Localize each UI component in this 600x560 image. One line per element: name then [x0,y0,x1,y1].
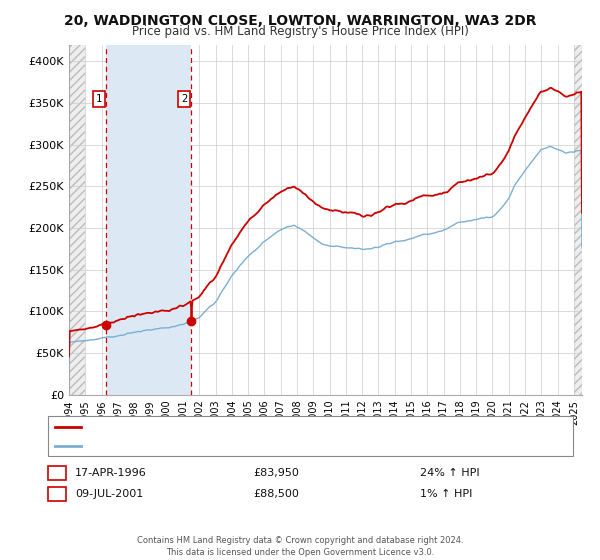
Text: 20, WADDINGTON CLOSE, LOWTON, WARRINGTON, WA3 2DR: 20, WADDINGTON CLOSE, LOWTON, WARRINGTON… [64,14,536,28]
Text: 1% ↑ HPI: 1% ↑ HPI [420,489,472,499]
Bar [106,45,191,395]
Text: 09-JUL-2001: 09-JUL-2001 [75,489,143,499]
Text: 24% ↑ HPI: 24% ↑ HPI [420,468,479,478]
Text: HPI: Average price, detached house, Wigan: HPI: Average price, detached house, Wiga… [85,441,296,451]
Text: £83,950: £83,950 [253,468,299,478]
Text: 1: 1 [96,94,102,104]
Text: 2: 2 [53,489,61,499]
Text: 1: 1 [53,468,61,478]
Text: 17-APR-1996: 17-APR-1996 [75,468,147,478]
Text: Price paid vs. HM Land Registry's House Price Index (HPI): Price paid vs. HM Land Registry's House … [131,25,469,38]
Text: 20, WADDINGTON CLOSE, LOWTON, WARRINGTON, WA3 2DR (detached house): 20, WADDINGTON CLOSE, LOWTON, WARRINGTON… [85,422,473,432]
Text: £88,500: £88,500 [253,489,299,499]
Text: Contains HM Land Registry data © Crown copyright and database right 2024.
This d: Contains HM Land Registry data © Crown c… [137,536,463,557]
Text: 2: 2 [181,94,187,104]
